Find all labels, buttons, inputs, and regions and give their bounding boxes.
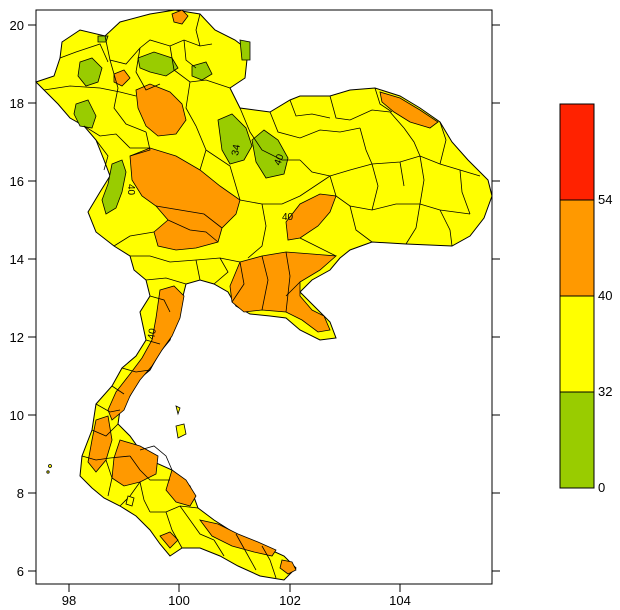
contour-label: 34 — [230, 143, 243, 156]
y-tick-label: 12 — [10, 330, 24, 345]
legend-bin — [559, 295, 595, 393]
orange-zones — [87, 9, 439, 575]
x-tick-labels: 98 100 102 104 — [62, 593, 411, 608]
islands — [46, 405, 187, 507]
zone-green-6 — [217, 113, 253, 165]
zone-green-4 — [239, 39, 251, 61]
legend-label: 0 — [598, 480, 605, 495]
contour-labels: 40 40 40 34 40 — [125, 143, 294, 340]
contour-label: 40 — [146, 327, 159, 340]
legend-bin — [559, 391, 595, 489]
zone-green-2 — [137, 51, 179, 77]
legend-bin — [559, 199, 595, 297]
zone-orange-north — [135, 83, 187, 137]
zone-green-1 — [77, 57, 103, 87]
contour-label: 40 — [125, 184, 136, 196]
y-tick-label: 20 — [10, 18, 24, 33]
zone-green-9 — [97, 35, 109, 43]
zone-orange-north-top — [171, 9, 189, 25]
province-boundaries — [43, 13, 481, 579]
x-tick-label: 102 — [279, 593, 301, 608]
y-tick-label: 16 — [10, 174, 24, 189]
x-tick-label: 98 — [62, 593, 76, 608]
zone-orange-west-coast — [107, 285, 185, 421]
legend: 54 40 32 0 — [559, 103, 612, 495]
zone-orange-peninsula-1 — [87, 415, 113, 473]
y-tick-label: 6 — [17, 564, 24, 579]
legend-label: 40 — [598, 288, 612, 303]
zone-orange-south-tip — [279, 559, 297, 575]
y-tick-label: 8 — [17, 486, 24, 501]
zone-orange-east-center — [285, 193, 337, 241]
zone-green-8 — [101, 159, 127, 215]
legend-label: 54 — [598, 192, 612, 207]
y-tick-labels: 20 18 16 14 12 10 8 6 — [10, 18, 24, 579]
y-tick-label: 14 — [10, 252, 24, 267]
y-tick-label: 10 — [10, 408, 24, 423]
x-tick-label: 104 — [389, 593, 411, 608]
axis-ticks — [28, 24, 500, 592]
zone-orange-southeast — [229, 251, 337, 333]
zone-orange-peninsula-3 — [165, 469, 197, 507]
contour-label: 40 — [272, 152, 286, 167]
contour-label: 40 — [282, 212, 294, 223]
legend-label: 32 — [598, 384, 612, 399]
zone-orange-northeast — [379, 91, 439, 129]
zone-orange-central — [129, 147, 241, 251]
zone-orange-small-north — [113, 69, 131, 87]
legend-bin — [559, 103, 595, 201]
x-tick-label: 100 — [168, 593, 190, 608]
zone-green-3 — [191, 61, 213, 81]
zone-green-5 — [73, 99, 97, 129]
y-tick-label: 18 — [10, 96, 24, 111]
